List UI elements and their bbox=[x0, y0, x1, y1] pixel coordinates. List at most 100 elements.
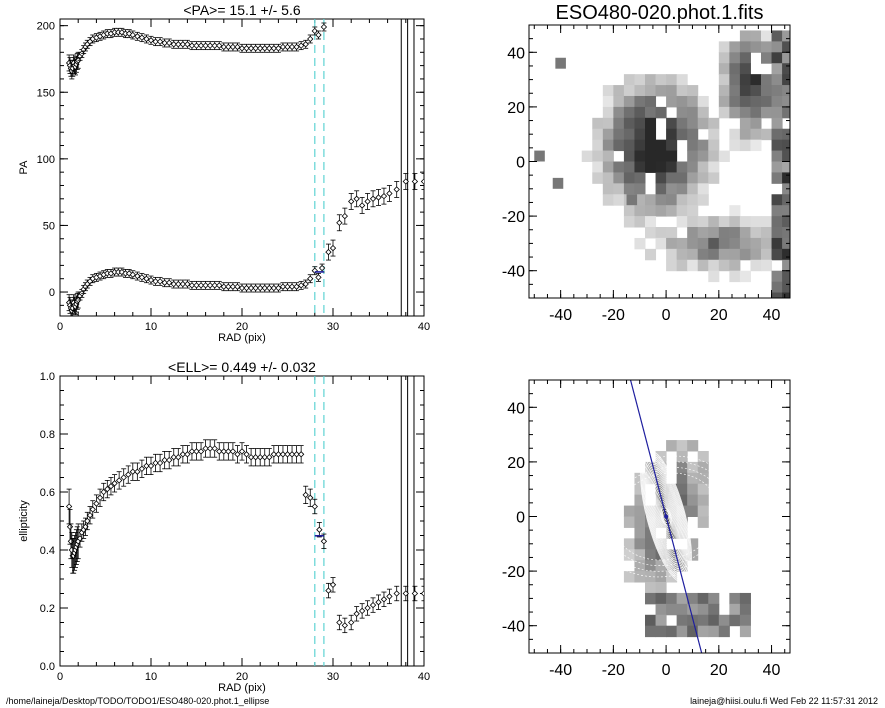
data-point bbox=[234, 283, 241, 290]
mask-pixel bbox=[729, 603, 741, 616]
x-tick-label: 40 bbox=[418, 321, 430, 333]
data-point bbox=[307, 275, 314, 282]
image-pixel bbox=[602, 106, 614, 119]
data-point bbox=[380, 192, 388, 200]
image-pixel bbox=[623, 216, 635, 228]
image-pixel bbox=[592, 117, 604, 130]
image-pixel bbox=[602, 95, 614, 108]
mask-pixel bbox=[697, 483, 709, 496]
data-point bbox=[202, 42, 209, 49]
image-pixel bbox=[676, 216, 688, 228]
image-pixel bbox=[592, 139, 604, 152]
image-pixel bbox=[666, 117, 678, 130]
image-pixel bbox=[750, 248, 762, 261]
x-tick-label: -20 bbox=[602, 662, 625, 679]
data-points bbox=[65, 439, 424, 634]
image-pixel bbox=[655, 150, 667, 162]
image-pixel bbox=[782, 161, 790, 173]
data-point bbox=[284, 451, 291, 458]
data-point bbox=[211, 445, 218, 452]
image-pixel bbox=[655, 106, 667, 119]
mask-pixel bbox=[645, 538, 657, 550]
data-point bbox=[411, 178, 419, 185]
mask-pixel bbox=[687, 549, 699, 561]
data-point bbox=[279, 43, 287, 51]
image-pixel bbox=[555, 57, 566, 69]
y-tick-label: 150 bbox=[37, 87, 55, 99]
image-pixel bbox=[771, 85, 783, 97]
data-point bbox=[188, 282, 196, 289]
image-pixel bbox=[634, 85, 646, 97]
mask-pixel bbox=[697, 516, 709, 528]
y-tick-label: -20 bbox=[502, 209, 525, 226]
data-point bbox=[220, 283, 227, 290]
mask-pixel bbox=[676, 461, 688, 474]
image-pixel bbox=[666, 248, 678, 261]
image-pixel bbox=[645, 227, 657, 239]
image-pixel bbox=[602, 117, 614, 130]
mask-pixel bbox=[676, 560, 688, 572]
mask-pixel bbox=[666, 571, 678, 583]
data-point bbox=[197, 448, 205, 455]
mask-pixel bbox=[645, 527, 657, 539]
y-tick-label: 200 bbox=[37, 21, 55, 33]
mask-pixel bbox=[676, 440, 688, 452]
mask-pixel bbox=[645, 625, 657, 638]
image-pixel bbox=[602, 161, 614, 173]
data-point bbox=[266, 454, 273, 461]
image-pixel bbox=[718, 216, 730, 228]
image-pixel bbox=[676, 237, 688, 250]
data-point bbox=[348, 198, 355, 205]
image-pixel bbox=[761, 106, 773, 119]
mask-pixel bbox=[687, 625, 699, 638]
data-point bbox=[393, 590, 400, 597]
data-point bbox=[234, 451, 241, 458]
mask-pixel bbox=[645, 560, 657, 572]
image-pixel bbox=[729, 248, 741, 261]
image-pixel bbox=[718, 248, 730, 261]
data-point bbox=[175, 280, 182, 288]
image-pixel bbox=[771, 74, 783, 86]
data-point bbox=[358, 607, 366, 615]
image-pixel bbox=[613, 139, 625, 152]
mask-pixel bbox=[697, 505, 709, 517]
x-tick-label: 40 bbox=[763, 307, 781, 324]
image-pixel bbox=[645, 117, 657, 130]
image-pixel bbox=[750, 106, 762, 119]
image-pixel bbox=[739, 85, 751, 97]
image-pixel bbox=[613, 95, 625, 108]
image-pixel bbox=[750, 30, 762, 42]
image-pixel bbox=[782, 216, 790, 228]
x-tick-label: 0 bbox=[57, 671, 63, 683]
data-point bbox=[386, 593, 393, 600]
data-point bbox=[206, 282, 214, 289]
image-pixel bbox=[666, 74, 678, 86]
image-pixel bbox=[729, 106, 741, 119]
y-tick-label: -20 bbox=[502, 564, 525, 581]
mask-pixel bbox=[687, 440, 699, 452]
image-pixel bbox=[739, 63, 751, 75]
image-pixel bbox=[687, 194, 699, 206]
image-pixel bbox=[782, 95, 790, 108]
data-point bbox=[216, 282, 223, 289]
data-point bbox=[252, 45, 259, 52]
mask-pixel bbox=[666, 440, 678, 452]
data-point bbox=[284, 43, 291, 51]
image-pixel bbox=[739, 74, 751, 86]
image-pixel bbox=[739, 95, 751, 108]
image-pixel bbox=[739, 128, 751, 141]
data-point bbox=[188, 448, 196, 455]
data-point bbox=[170, 41, 177, 48]
image-pixel bbox=[761, 227, 773, 239]
image-pixel bbox=[739, 270, 751, 283]
data-point bbox=[311, 267, 318, 274]
data-point bbox=[65, 503, 73, 510]
mask-pixel bbox=[687, 603, 699, 616]
image-pixel bbox=[708, 172, 720, 184]
image-pixel bbox=[634, 205, 646, 217]
image-pixel bbox=[782, 172, 790, 184]
data-point bbox=[197, 42, 205, 49]
mask-pixel bbox=[697, 625, 709, 638]
image-pixel bbox=[739, 30, 751, 42]
image-pixel bbox=[782, 227, 790, 239]
